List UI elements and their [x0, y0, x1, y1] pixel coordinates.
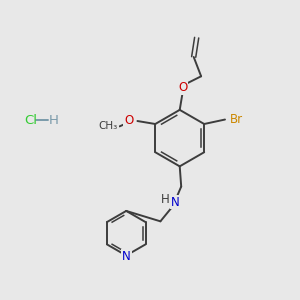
Text: N: N — [171, 196, 180, 208]
Text: H: H — [161, 193, 170, 206]
Text: N: N — [122, 250, 130, 262]
Text: O: O — [124, 114, 134, 127]
Text: O: O — [178, 81, 187, 94]
Text: Cl: Cl — [25, 114, 38, 127]
Text: CH₃: CH₃ — [99, 122, 118, 131]
Text: H: H — [49, 114, 58, 127]
Text: Br: Br — [230, 113, 243, 126]
